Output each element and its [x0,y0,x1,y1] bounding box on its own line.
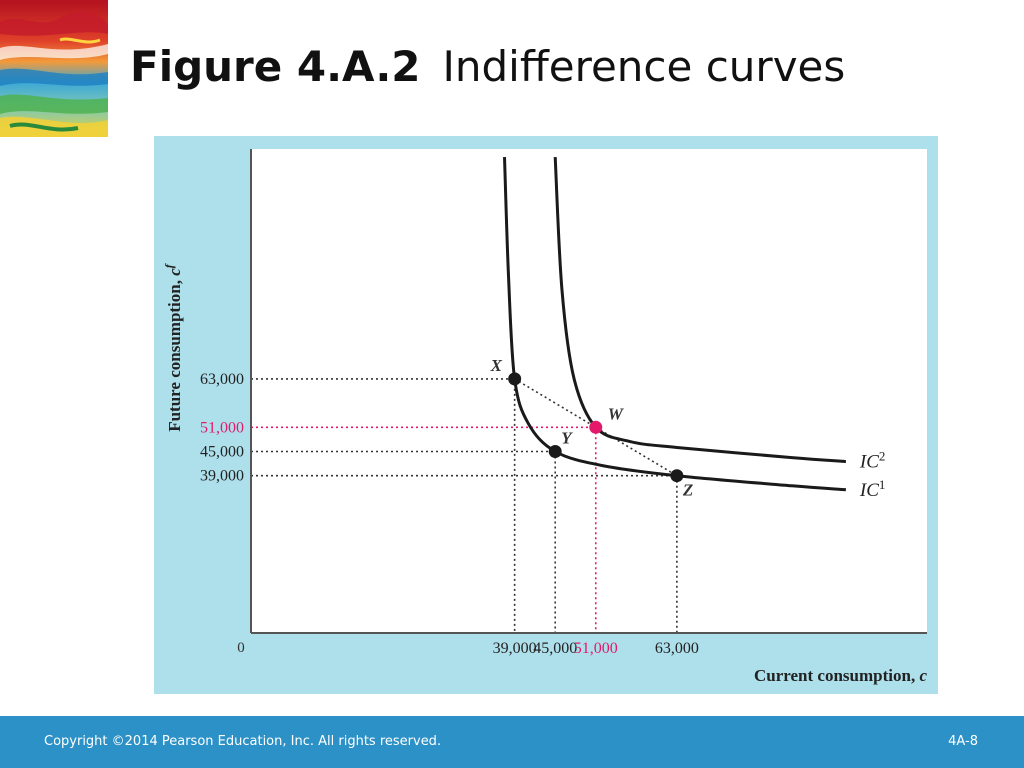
footer-bar: Copyright ©2014 Pearson Education, Inc. … [0,716,1024,768]
y-tick-label: 39,000 [200,468,244,485]
decorative-painting [0,0,108,137]
x-tick-label: 45,000 [533,640,577,657]
point-x [508,372,522,386]
figure-number: Figure 4.A.2 [130,42,421,91]
origin-label: 0 [237,640,245,656]
connecting-segments [514,378,678,477]
y-tick-label: 51,000 [200,419,244,436]
point-label-w: W [608,404,625,423]
x-axis-title-text: Current consumption, [754,666,919,685]
points [508,372,684,483]
curve-label-ic1-superscript: 1 [879,477,886,492]
axes [250,149,927,634]
point-z [670,469,684,483]
y-tick-label: 63,000 [200,371,244,388]
point-w [589,420,603,434]
x-tick-label: 39,000 [493,640,537,657]
point-label-x: X [490,356,503,375]
x-tick-label: 51,000 [574,640,618,657]
curve-ic2 [553,157,847,464]
y-axis-title: Future consumption, cf [162,263,184,432]
figure-title: Indifference curves [442,42,846,91]
y-axis-title-variable: c [165,268,184,276]
y-axis-title-superscript: f [162,263,176,268]
point-label-z: Z [682,481,693,500]
y-axis-title-text: Future consumption, [165,276,184,432]
curve-label-ic1: IC1 [859,477,886,501]
point-y [548,445,562,458]
x-tick-label: 63,000 [655,640,699,657]
chart-panel: IC1 IC2 X Y W Z 39,000 45,000 51,000 63,000 63,000… [154,136,938,694]
copyright-notice: Copyright ©2014 Pearson Education, Inc. … [44,734,442,749]
segment-x-z [514,378,678,477]
x-axis-title-variable: c [919,666,927,685]
y-tick-label: 45,000 [200,444,244,461]
curve-label-ic1-base: IC [859,480,879,501]
plot-area [251,149,927,633]
guide-lines [251,378,678,633]
x-axis-title: Current consumption, c [754,666,927,685]
slide-number: 4A-8 [948,734,978,749]
curve-label-ic2-superscript: 2 [879,449,886,464]
slide-title: Figure 4.A.2 Indifference curves [130,40,845,94]
curve-label-ic2-base: IC [859,452,879,473]
point-label-y: Y [561,429,573,448]
curve-label-ic2: IC2 [859,449,886,473]
